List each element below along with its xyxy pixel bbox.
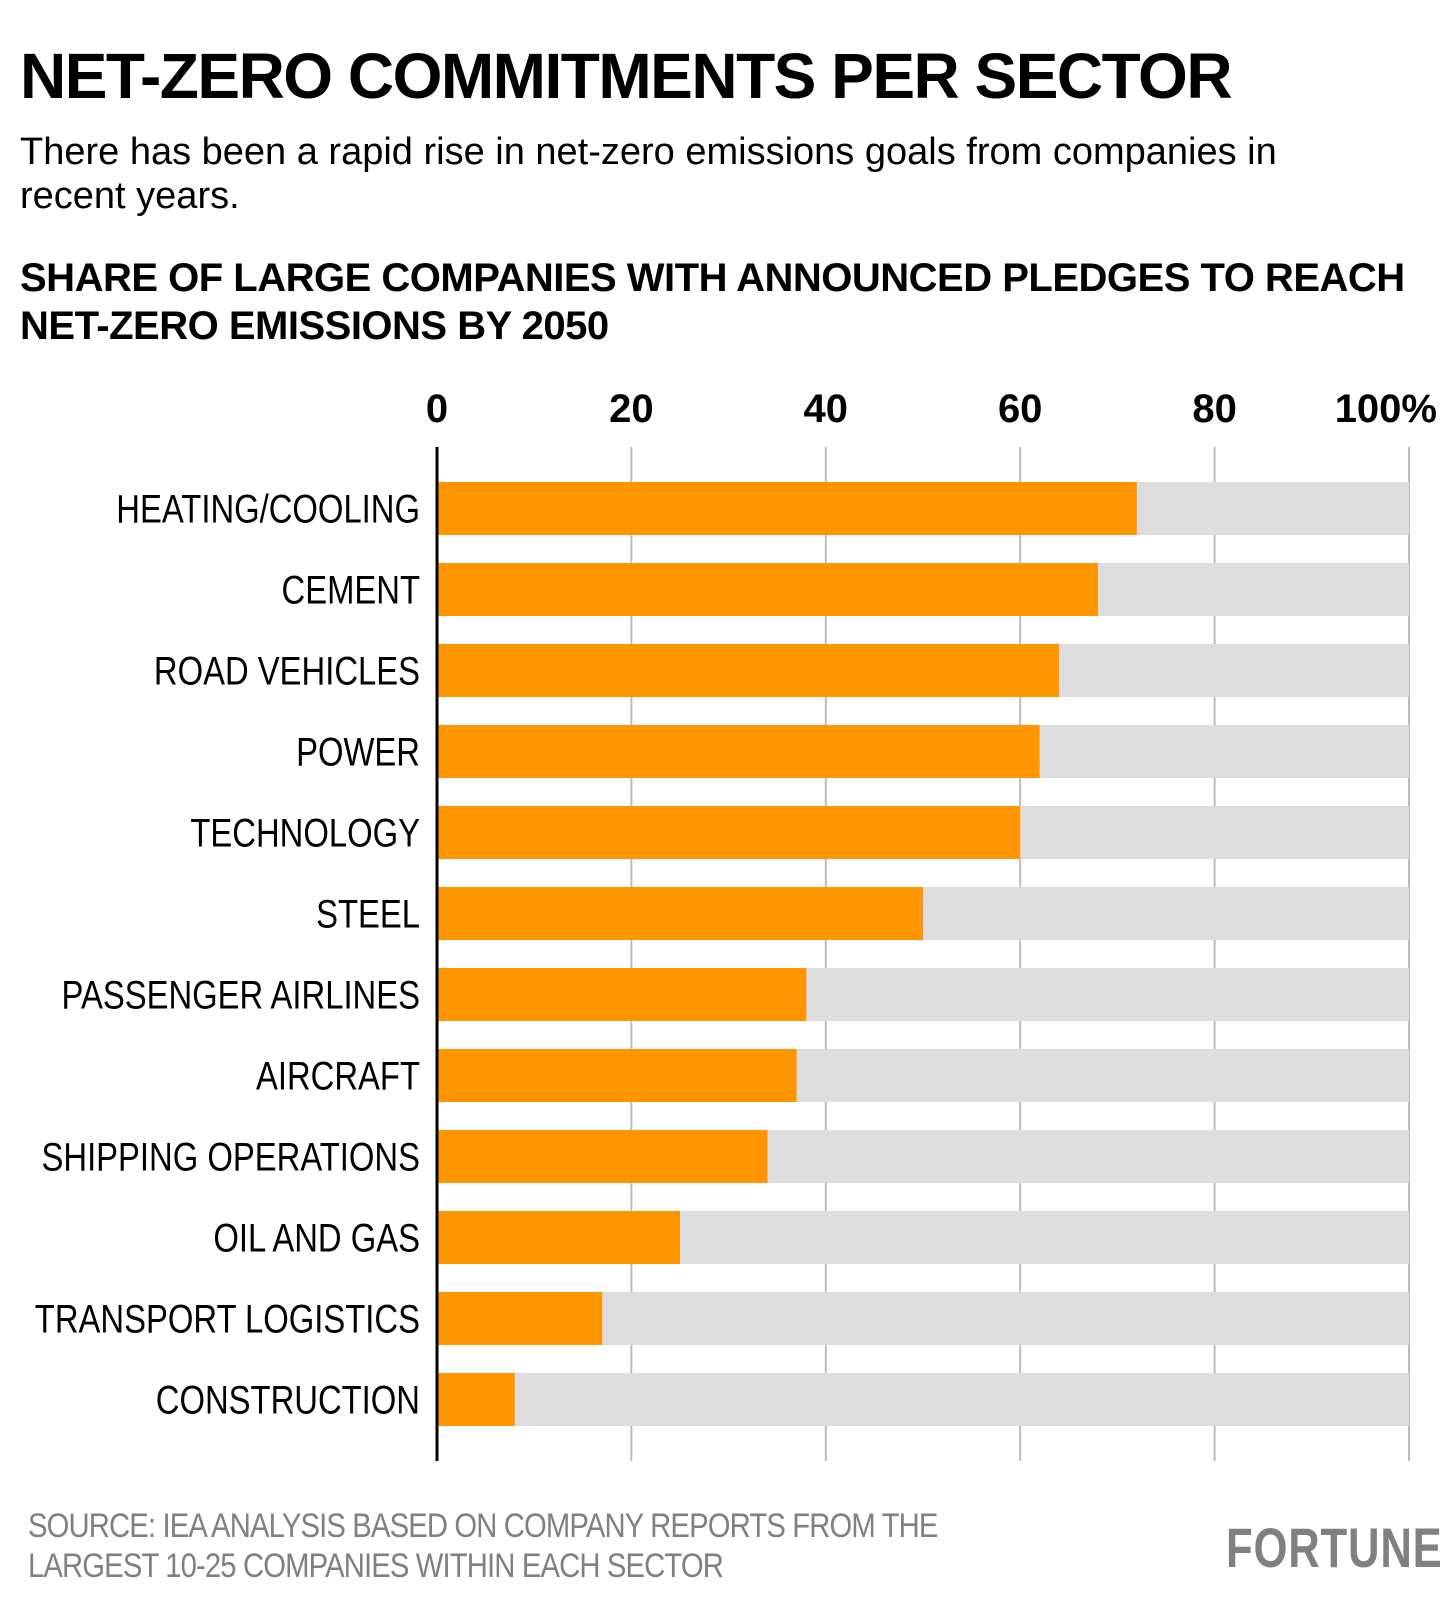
bar [437, 1049, 797, 1102]
x-tick-labels: 0 20 40 60 80 100% [426, 387, 1437, 431]
bar [437, 1292, 603, 1345]
x-tick-label: 100% [1335, 387, 1437, 431]
bar [437, 1373, 515, 1426]
bar [437, 563, 1098, 616]
chart-title: SHARE OF LARGE COMPANIES WITH ANNOUNCED … [20, 256, 1405, 348]
category-label: TRANSPORT LOGISTICS [35, 1298, 420, 1342]
bar [437, 968, 807, 1021]
x-tick-label: 60 [998, 387, 1043, 431]
bar-tracks [437, 482, 1409, 1426]
bar [437, 1130, 768, 1183]
category-label: TECHNOLOGY [190, 812, 420, 856]
bar [437, 482, 1137, 535]
bar [437, 1211, 680, 1264]
bar [437, 725, 1040, 778]
x-tick-label: 80 [1192, 387, 1237, 431]
fortune-logo: FORTUNE [1226, 1516, 1440, 1579]
x-tick-label: 0 [426, 387, 448, 431]
category-label: PASSENGER AIRLINES [62, 974, 421, 1018]
x-tick-label: 20 [609, 387, 654, 431]
bar [437, 887, 923, 940]
category-label: HEATING/COOLING [116, 488, 420, 532]
category-label: ROAD VEHICLES [154, 650, 420, 694]
page-subtitle: There has been a rapid rise in net-zero … [20, 131, 1277, 217]
category-label: STEEL [316, 893, 420, 937]
bar-track [437, 1373, 1409, 1426]
category-label: OIL AND GAS [213, 1217, 420, 1261]
bars [437, 482, 1137, 1426]
category-label: SHIPPING OPERATIONS [42, 1136, 421, 1180]
category-label: AIRCRAFT [256, 1055, 420, 1099]
bar [437, 806, 1021, 859]
source-note: SOURCE: IEA ANALYSIS BASED ON COMPANY RE… [28, 1507, 938, 1585]
x-tick-label: 40 [804, 387, 849, 431]
category-labels: HEATING/COOLING CEMENT ROAD VEHICLES POWER T… [35, 488, 420, 1423]
bar [437, 644, 1060, 697]
category-label: POWER [296, 731, 420, 775]
category-label: CONSTRUCTION [156, 1379, 420, 1423]
category-label: CEMENT [282, 569, 421, 613]
page-title: NET-ZERO COMMITMENTS PER SECTOR [20, 40, 1233, 112]
